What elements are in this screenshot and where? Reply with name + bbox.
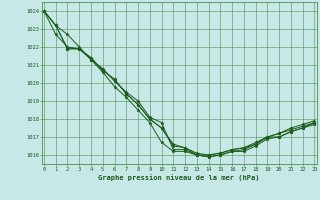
- X-axis label: Graphe pression niveau de la mer (hPa): Graphe pression niveau de la mer (hPa): [99, 175, 260, 181]
